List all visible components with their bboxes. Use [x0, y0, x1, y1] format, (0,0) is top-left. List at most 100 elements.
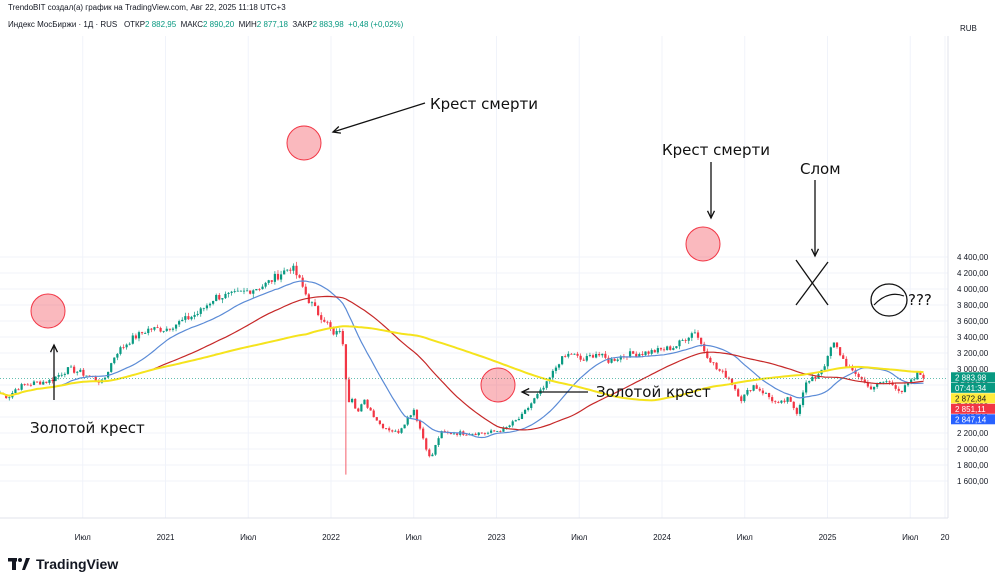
candle-body: [255, 289, 257, 290]
y-tick-label: 3 800,00: [957, 301, 989, 310]
candle-body: [187, 316, 189, 319]
candle-body: [827, 356, 829, 366]
candle-body: [490, 431, 492, 433]
candle-body: [675, 346, 677, 348]
candle-body: [530, 403, 532, 408]
candle-body: [688, 338, 690, 341]
y-tick-label: 4 200,00: [957, 269, 989, 278]
candle-body: [373, 411, 375, 418]
candle-body: [388, 428, 390, 430]
y-tick-label: 3 600,00: [957, 317, 989, 326]
candle-body: [786, 397, 788, 402]
candle-body: [725, 371, 727, 378]
candle-body: [258, 289, 260, 290]
candle-body: [200, 308, 202, 314]
candle-body: [305, 287, 307, 295]
candle-body: [691, 333, 693, 338]
candle-body: [811, 377, 813, 381]
candle-body: [76, 372, 78, 373]
x-tick-label: 20: [941, 533, 950, 542]
candle-body: [873, 387, 875, 390]
candle-body: [780, 401, 782, 403]
candle-body: [261, 287, 263, 289]
candle-body: [647, 352, 649, 354]
candle-body: [453, 434, 455, 435]
candle-body: [895, 385, 897, 389]
candle-body: [33, 382, 35, 385]
candle-body: [487, 433, 489, 434]
candle-body: [336, 331, 338, 334]
candle-body: [252, 290, 254, 293]
candle-body: [42, 382, 44, 385]
candle-body: [138, 332, 140, 338]
candle-body: [397, 431, 399, 433]
candle-body: [85, 376, 87, 377]
candle-body: [286, 270, 288, 271]
x-tick-label: 2023: [488, 533, 506, 542]
candle-body: [685, 340, 687, 341]
candle-body: [824, 366, 826, 370]
moving-average-line: [0, 296, 924, 430]
candle-body: [122, 347, 124, 348]
candle-body: [58, 375, 60, 377]
candle-body: [870, 387, 872, 390]
candle-body: [512, 421, 514, 425]
candle-body: [95, 377, 97, 381]
candle-body: [320, 315, 322, 320]
tradingview-logo[interactable]: TradingView: [8, 556, 118, 572]
candle-body: [342, 331, 344, 344]
candle-body: [614, 359, 616, 361]
candle-body: [518, 419, 520, 420]
candle-body: [24, 384, 26, 385]
candle-body: [193, 315, 195, 317]
candle-body: [410, 415, 412, 417]
death-cross-arrow-2022: [333, 103, 425, 132]
price-tag-label: 2 883,98: [955, 373, 987, 382]
candle-body: [756, 385, 758, 389]
y-tick-label: 2 200,00: [957, 429, 989, 438]
candle-body: [156, 327, 158, 328]
candle-body: [617, 360, 619, 361]
candle-body: [743, 395, 745, 401]
candle-body: [604, 354, 606, 358]
death-cross-label-2022: Крест смерти: [430, 95, 538, 113]
candle-body: [67, 367, 69, 374]
candle-body: [385, 428, 387, 429]
candle-body: [317, 306, 319, 315]
candle-body: [753, 385, 755, 391]
candle-body: [357, 409, 359, 412]
candle-body: [660, 348, 662, 349]
candle-body: [771, 397, 773, 401]
candle-body: [496, 431, 498, 432]
candle-body: [428, 450, 430, 457]
candle-body: [147, 329, 149, 333]
candle-body: [354, 399, 356, 409]
candle-body: [644, 352, 646, 355]
candle-body: [589, 355, 591, 356]
candle-body: [54, 377, 56, 381]
candle-body: [39, 382, 41, 385]
candle-body: [206, 305, 208, 308]
candle-body: [672, 348, 674, 350]
candle-body: [882, 382, 884, 383]
candle-body: [314, 302, 316, 306]
candle-body: [323, 320, 325, 322]
candle-body: [21, 384, 23, 390]
y-tick-label: 1 600,00: [957, 477, 989, 486]
candle-body: [493, 431, 495, 432]
candle-body: [586, 356, 588, 361]
candle-body: [845, 359, 847, 367]
candle-body: [638, 354, 640, 357]
candle-body: [567, 354, 569, 357]
candle-body: [237, 291, 239, 292]
candle-body: [635, 354, 637, 357]
candle-body: [722, 371, 724, 372]
candle-body: [561, 356, 563, 364]
time-axis[interactable]: Июл 2021 Июл 2022 Июл 2023 Июл 2024 Июл 2025 Июл 20: [0, 518, 950, 542]
candle-body: [777, 402, 779, 403]
candle-body: [141, 332, 143, 333]
price-axis[interactable]: 4 400,00 4 200,00 4 000,00 3 800,00 3 600,00…: [948, 36, 989, 518]
candle-body: [678, 340, 680, 346]
candle-body: [129, 344, 131, 345]
